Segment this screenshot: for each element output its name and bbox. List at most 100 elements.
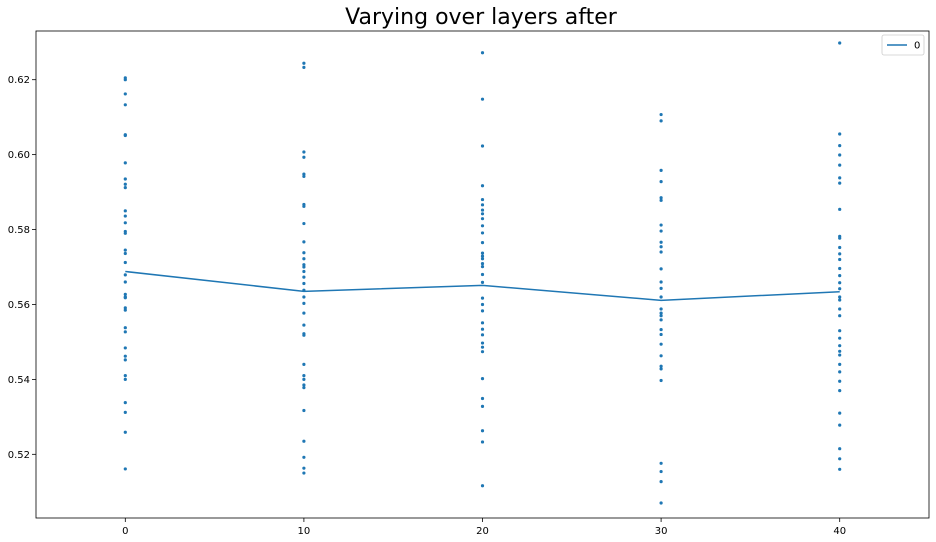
data-point: [659, 250, 663, 254]
data-point: [659, 267, 663, 271]
scatter-points: [123, 41, 842, 505]
mean-line: [125, 270, 840, 302]
data-point: [659, 469, 663, 474]
data-point: [480, 272, 485, 277]
data-point: [838, 245, 842, 250]
data-point: [838, 298, 842, 302]
data-point: [480, 321, 485, 325]
data-point: [838, 295, 842, 299]
data-point: [123, 251, 127, 256]
data-point: [123, 401, 127, 405]
data-point: [838, 447, 842, 451]
data-point: [123, 377, 127, 381]
data-point: [480, 309, 485, 313]
data-point: [838, 467, 842, 471]
y-tick-label: 0.60: [8, 150, 30, 161]
data-point: [480, 377, 485, 381]
data-point: [480, 350, 485, 354]
data-point: [659, 196, 663, 200]
data-point: [838, 457, 842, 461]
y-tick-label: 0.54: [8, 375, 30, 386]
data-point: [838, 349, 842, 353]
data-point: [659, 119, 663, 123]
data-point: [302, 295, 306, 299]
data-point: [480, 404, 485, 408]
data-point: [480, 280, 485, 284]
data-point: [123, 273, 127, 277]
data-point: [480, 251, 485, 255]
data-point: [123, 185, 127, 190]
data-point: [659, 168, 663, 172]
data-point: [838, 336, 842, 340]
data-point: [838, 266, 842, 271]
data-point: [838, 252, 842, 256]
data-point: [123, 306, 127, 310]
data-point: [659, 378, 663, 383]
data-point: [302, 471, 306, 475]
data-point: [838, 287, 842, 291]
data-point: [123, 103, 127, 107]
legend-label-0: 0: [914, 41, 920, 52]
data-point: [480, 231, 485, 235]
data-point: [480, 212, 485, 216]
data-point: [302, 383, 306, 387]
data-point: [480, 396, 485, 401]
data-point: [838, 181, 842, 185]
data-point: [302, 65, 306, 69]
data-point: [123, 231, 127, 235]
data-point: [302, 374, 306, 378]
data-point: [838, 379, 842, 383]
data-point: [123, 221, 127, 225]
data-point: [659, 280, 663, 284]
data-point: [302, 265, 306, 269]
data-point: [123, 410, 127, 414]
data-point: [659, 240, 663, 244]
data-point: [838, 153, 842, 157]
data-point: [838, 362, 842, 367]
data-point: [302, 281, 306, 286]
data-point: [480, 265, 485, 269]
data-point: [659, 480, 663, 484]
data-point: [838, 132, 842, 136]
data-point: [302, 221, 306, 226]
data-point: [838, 307, 842, 311]
y-tick-label: 0.58: [8, 225, 30, 236]
data-point: [838, 423, 842, 427]
data-point: [659, 286, 663, 290]
axes-frame: [35, 30, 930, 519]
data-point: [123, 133, 127, 138]
data-point: [838, 236, 842, 240]
data-point: [302, 439, 306, 443]
data-point: [480, 144, 485, 148]
data-point: [838, 281, 842, 285]
data-point: [838, 344, 842, 348]
data-point: [302, 174, 306, 178]
data-point: [123, 78, 127, 82]
data-point: [123, 260, 127, 265]
data-point: [123, 248, 127, 252]
data-point: [480, 345, 485, 349]
data-point: [659, 307, 663, 311]
data-point: [302, 61, 306, 65]
data-point: [659, 342, 663, 346]
data-point: [302, 311, 306, 315]
data-point: [123, 467, 127, 471]
data-point: [302, 455, 306, 459]
x-tick-label: 0: [122, 526, 128, 537]
data-point: [480, 208, 485, 212]
data-point: [659, 314, 663, 318]
data-point: [302, 204, 306, 208]
data-point: [659, 327, 663, 332]
data-point: [480, 440, 485, 444]
data-point: [480, 97, 485, 101]
data-point: [302, 408, 306, 413]
data-point: [659, 332, 663, 337]
data-point: [838, 389, 842, 393]
chart-title: Varying over layers after: [345, 5, 618, 30]
data-point: [480, 51, 485, 55]
data-point: [302, 362, 306, 367]
data-point: [659, 461, 663, 465]
y-tick-label: 0.62: [8, 75, 30, 86]
